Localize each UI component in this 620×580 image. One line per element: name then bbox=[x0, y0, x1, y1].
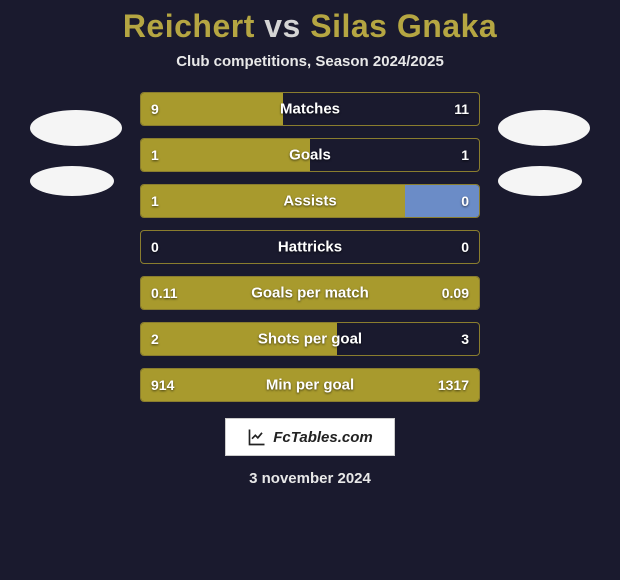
stat-value-right: 11 bbox=[454, 101, 469, 117]
stat-value-left: 9 bbox=[151, 101, 159, 117]
stat-value-left: 0.11 bbox=[151, 285, 177, 301]
stat-row: 0 0 Hattricks bbox=[140, 230, 480, 264]
stat-value-right: 0 bbox=[461, 193, 469, 209]
vs-text: vs bbox=[264, 8, 301, 44]
chart-icon bbox=[247, 427, 267, 447]
stat-value-right: 1317 bbox=[438, 377, 469, 393]
player1-photo-col bbox=[30, 92, 122, 196]
player2-club-logo bbox=[498, 166, 582, 196]
watermark-text: FcTables.com bbox=[273, 429, 372, 446]
stat-fill-left bbox=[141, 93, 283, 125]
stat-row: 1 0 Assists bbox=[140, 184, 480, 218]
date: 3 november 2024 bbox=[249, 470, 371, 487]
stat-row: 0.11 0.09 Goals per match bbox=[140, 276, 480, 310]
player2-photo bbox=[498, 110, 590, 146]
stat-row: 914 1317 Min per goal bbox=[140, 368, 480, 402]
player2-photo-col bbox=[498, 92, 590, 196]
watermark[interactable]: FcTables.com bbox=[225, 418, 395, 456]
player2-name: Silas Gnaka bbox=[310, 8, 497, 44]
stat-label: Min per goal bbox=[266, 377, 354, 394]
stat-value-left: 914 bbox=[151, 377, 174, 393]
stat-value-right: 0 bbox=[461, 239, 469, 255]
stat-value-left: 2 bbox=[151, 331, 159, 347]
stat-label: Shots per goal bbox=[258, 331, 362, 348]
stat-value-left: 1 bbox=[151, 193, 159, 209]
subtitle: Club competitions, Season 2024/2025 bbox=[176, 53, 444, 70]
stats-bars: 911Matches11Goals10Assists00Hattricks0.1… bbox=[140, 92, 480, 402]
stat-value-left: 0 bbox=[151, 239, 159, 255]
stat-row: 9 11 Matches bbox=[140, 92, 480, 126]
stat-label: Matches bbox=[280, 101, 340, 118]
stat-value-right: 3 bbox=[461, 331, 469, 347]
stat-label: Hattricks bbox=[278, 239, 342, 256]
player1-name: Reichert bbox=[123, 8, 255, 44]
stat-row: 2 3 Shots per goal bbox=[140, 322, 480, 356]
stat-value-right: 1 bbox=[461, 147, 469, 163]
stat-fill-left bbox=[141, 139, 310, 171]
stat-label: Assists bbox=[283, 193, 336, 210]
player1-club-logo bbox=[30, 166, 114, 196]
stat-fill-left bbox=[141, 185, 405, 217]
stat-value-right: 0.09 bbox=[442, 285, 469, 301]
stat-label: Goals bbox=[289, 147, 331, 164]
stat-value-left: 1 bbox=[151, 147, 159, 163]
comparison-title: Reichert vs Silas Gnaka bbox=[123, 8, 497, 45]
stat-label: Goals per match bbox=[251, 285, 369, 302]
player1-photo bbox=[30, 110, 122, 146]
stat-row: 1 1 Goals bbox=[140, 138, 480, 172]
